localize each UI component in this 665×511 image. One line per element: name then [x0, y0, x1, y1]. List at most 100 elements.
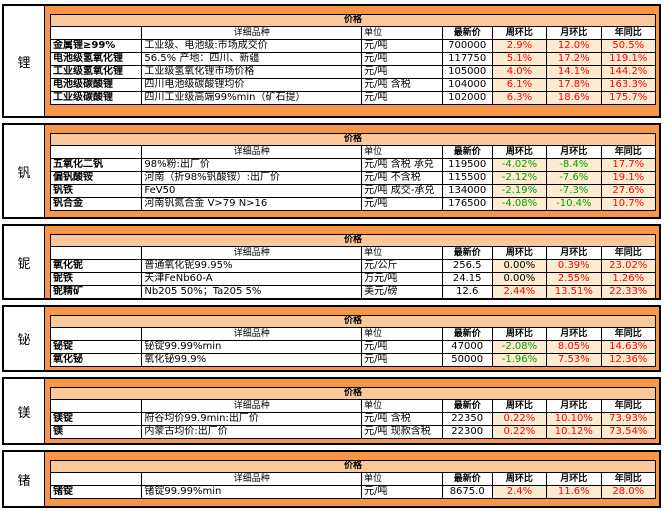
mom-cell: -8.4%	[546, 158, 602, 172]
table-title: 价格	[50, 315, 656, 328]
wow-cell: 0.00%	[491, 272, 548, 286]
header-blank	[49, 145, 143, 159]
unit-cell: 元/吨 成交-承兑	[361, 184, 443, 198]
wow-cell: -2.12%	[491, 171, 548, 185]
product-cell: 铌铁	[49, 272, 143, 286]
price-cell: 50000	[441, 353, 493, 367]
header-price: 最新价	[441, 472, 493, 486]
price-table: 价格 详细品种 单位 最新价 周环比 月环比 年同比 五氧化二钒 98%粉:出厂价 元/吨 含税 …	[49, 133, 656, 211]
table-title-row: 价格	[50, 133, 656, 146]
element-label: 铋	[4, 307, 45, 370]
wow-cell: -2.08%	[491, 340, 548, 354]
wow-cell: 6.1%	[491, 78, 548, 92]
table-row: 五氧化二钒 98%粉:出厂价 元/吨 含税 承兑 119500 -4.02% -8.4% 1…	[49, 158, 656, 172]
yoy-cell: 23.02%	[600, 259, 656, 273]
mom-cell: 7.53%	[546, 353, 602, 367]
table-title-row: 价格	[50, 315, 656, 328]
header-price: 最新价	[441, 145, 493, 159]
product-cell: 工业级碳酸锂	[49, 91, 143, 105]
spec-cell: Nb205 50%；Ta205 5%	[141, 285, 363, 299]
product-cell: 镁锭	[49, 412, 143, 426]
header-unit: 单位	[361, 472, 443, 486]
price-cell: 119500	[441, 158, 493, 172]
yoy-cell: 27.6%	[600, 184, 656, 198]
header-wow: 周环比	[491, 399, 548, 413]
yoy-cell: 22.33%	[600, 285, 656, 299]
wow-cell: 0.00%	[491, 259, 548, 273]
table-row: 铌精矿 Nb205 50%；Ta205 5% 美元/磅 12.6 2.44% 13.51%…	[49, 285, 656, 299]
price-cell: 256.5	[441, 259, 493, 273]
yoy-cell: 73.54%	[600, 425, 656, 439]
header-yoy: 年同比	[600, 472, 656, 486]
header-name: 详细品种	[141, 246, 363, 260]
header-yoy: 年同比	[600, 145, 656, 159]
price-table: 价格 详细品种 单位 最新价 周环比 月环比 年同比 金属锂≥99% 工业级、电池级:市场成交价…	[49, 14, 656, 105]
element-block: 镁价格 详细品种 单位 最新价 周环比 月环比 年同比 镁锭 府谷均价99.9min:出厂价 元/…	[2, 377, 661, 445]
wow-cell: 5.1%	[491, 52, 548, 66]
product-cell: 电池级氢氧化锂	[49, 52, 143, 66]
header-wow: 周环比	[491, 145, 548, 159]
table-row: 金属锂≥99% 工业级、电池级:市场成交价 元/吨 700000 2.9% 12.0% 50…	[49, 39, 656, 53]
header-blank	[49, 246, 143, 260]
header-name: 详细品种	[141, 145, 363, 159]
product-cell: 铌精矿	[49, 285, 143, 299]
spec-cell: 工业级氢氧化锂市场价格	[141, 65, 363, 79]
unit-cell: 万元/吨	[361, 272, 443, 286]
mom-cell: 2.55%	[546, 272, 602, 286]
unit-cell: 元/吨	[361, 91, 443, 105]
header-wow: 周环比	[491, 327, 548, 341]
spec-cell: 氧化铋99.9%	[141, 353, 363, 367]
header-name: 详细品种	[141, 472, 363, 486]
table-header-row: 详细品种 单位 最新价 周环比 月环比 年同比	[49, 399, 656, 413]
unit-cell: 美元/磅	[361, 285, 443, 299]
element-label: 镁	[4, 379, 45, 443]
table-row: 钒合金 河南钒氮合金 V>79 N>16 元/吨 176500 -4.08% -10.4%…	[49, 197, 656, 211]
mom-cell: 18.6%	[546, 91, 602, 105]
wow-cell: 2.9%	[491, 39, 548, 53]
product-cell: 锗锭	[49, 485, 143, 499]
yoy-cell: 14.63%	[600, 340, 656, 354]
unit-cell: 元/吨 含税	[361, 78, 443, 92]
element-block: 铌价格 详细品种 单位 最新价 周环比 月环比 年同比 氧化铌 普通氧化铌99.95% 元/公斤 2…	[2, 224, 661, 300]
price-cell: 24.15	[441, 272, 493, 286]
yoy-cell: 10.7%	[600, 197, 656, 211]
price-cell: 22350	[441, 412, 493, 426]
price-cell: 115500	[441, 171, 493, 185]
product-cell: 铋锭	[49, 340, 143, 354]
table-row: 电池级氢氧化锂 56.5% 产地：四川、新疆 元/吨 117750 5.1% 17.2% 1…	[49, 52, 656, 66]
element-label: 锗	[4, 452, 45, 506]
header-price: 最新价	[441, 26, 493, 40]
yoy-cell: 19.1%	[600, 171, 656, 185]
header-yoy: 年同比	[600, 246, 656, 260]
price-cell: 47000	[441, 340, 493, 354]
unit-cell: 元/吨	[361, 340, 443, 354]
header-yoy: 年同比	[600, 399, 656, 413]
price-cell: 102000	[441, 91, 493, 105]
table-row: 工业级碳酸锂 四川工业级高端99%min（矿石提） 元/吨 102000 6.3% 18.…	[49, 91, 656, 105]
wow-cell: 6.3%	[491, 91, 548, 105]
table-header-row: 详细品种 单位 最新价 周环比 月环比 年同比	[49, 327, 656, 341]
header-blank	[49, 327, 143, 341]
product-cell: 电池级碳酸锂	[49, 78, 143, 92]
header-blank	[49, 399, 143, 413]
spec-cell: 工业级、电池级:市场成交价	[141, 39, 363, 53]
mom-cell: 14.1%	[546, 65, 602, 79]
unit-cell: 元/吨	[361, 52, 443, 66]
header-mom: 月环比	[546, 145, 602, 159]
price-cell: 8675.0	[441, 485, 493, 499]
yoy-cell: 17.7%	[600, 158, 656, 172]
header-wow: 周环比	[491, 246, 548, 260]
mom-cell: 11.6%	[546, 485, 602, 499]
spec-cell: 天津FeNb60-A	[141, 272, 363, 286]
product-cell: 氧化铋	[49, 353, 143, 367]
table-row: 镁内蒙古均价:出厂价 元/吨 现款含税 22300 0.22% 10.12% 73.54%	[49, 425, 656, 439]
price-table: 价格 详细品种 单位 最新价 周环比 月环比 年同比 镁锭 府谷均价99.9min:出厂价 元/吨…	[49, 387, 656, 439]
table-row: 氧化铌 普通氧化铌99.95% 元/公斤 256.5 0.00% 0.39% 23.02%	[49, 259, 656, 273]
mom-cell: -7.6%	[546, 171, 602, 185]
yoy-cell: 144.2%	[600, 65, 656, 79]
table-title: 价格	[50, 460, 656, 473]
header-unit: 单位	[361, 399, 443, 413]
table-row: 电池级碳酸锂 四川电池级碳酸锂均价 元/吨 含税 104000 6.1% 17.8% 163…	[49, 78, 656, 92]
table-row: 铋锭 铋锭99.99%min 元/吨 47000 -2.08% 8.05% 14.63%	[49, 340, 656, 354]
header-unit: 单位	[361, 246, 443, 260]
